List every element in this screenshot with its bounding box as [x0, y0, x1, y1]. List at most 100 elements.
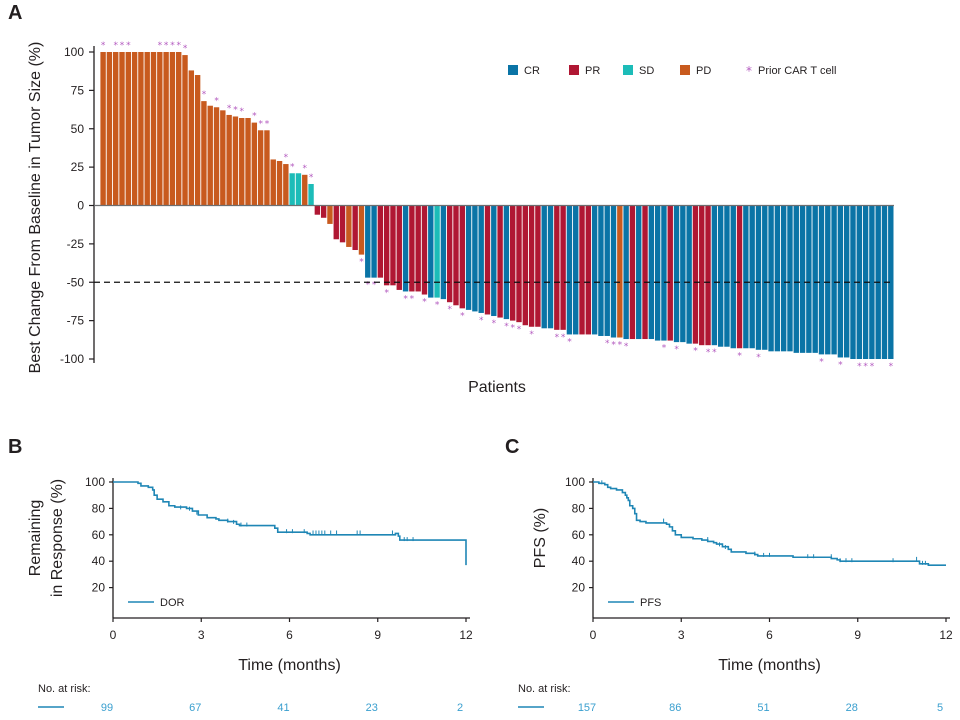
bar-cr	[730, 205, 736, 349]
bar-cr	[831, 205, 837, 355]
bar-pd	[327, 205, 333, 224]
bar-cr	[825, 205, 831, 355]
bar-pd	[131, 52, 138, 206]
prior-car-t-star: *	[561, 333, 566, 343]
prior-car-t-star: *	[290, 162, 295, 172]
bar-cr	[869, 205, 875, 359]
bar-cr	[478, 205, 484, 313]
bar-cr	[541, 205, 547, 329]
y-tick-label: 80	[572, 501, 586, 515]
bar-cr	[365, 205, 371, 278]
prior-car-t-star: *	[403, 294, 408, 304]
prior-car-t-star: *	[164, 41, 169, 51]
risk-count: 41	[277, 702, 289, 714]
bar-pd	[346, 205, 352, 247]
bar-sd	[308, 184, 314, 206]
km-curve-pfs	[593, 481, 946, 566]
legend-swatch-pd	[680, 65, 690, 75]
bar-cr	[604, 205, 610, 336]
prior-car-t-star: *	[126, 41, 131, 51]
prior-car-t-star: *	[611, 341, 616, 351]
panel-label-a: A	[8, 2, 23, 24]
bar-pr	[736, 205, 743, 349]
prior-car-t-star: *	[410, 294, 415, 304]
prior-car-t-star: *	[240, 107, 245, 117]
bar-pd	[232, 116, 239, 206]
x-tick-label: 6	[286, 628, 293, 642]
bar-pr	[352, 205, 358, 251]
x-axis-label: Patients	[468, 379, 526, 396]
bar-pd	[125, 52, 132, 206]
prior-car-t-star: *	[706, 348, 711, 358]
bar-cr	[472, 205, 478, 312]
x-tick-label: 0	[590, 628, 597, 642]
bar-pd	[119, 52, 125, 206]
bar-pd	[150, 52, 157, 206]
bar-pd	[251, 122, 258, 206]
prior-car-t-star: *	[265, 119, 270, 129]
risk-count: 51	[757, 702, 769, 714]
bar-cr	[888, 205, 894, 359]
y-tick-label: 100	[85, 475, 105, 489]
risk-count: 67	[189, 702, 201, 714]
prior-car-t-star: *	[511, 324, 516, 334]
prior-car-t-star: *	[114, 41, 119, 51]
bar-pr	[522, 205, 529, 326]
prior-car-t-star: *	[819, 357, 824, 367]
x-tick-label: 9	[374, 628, 381, 642]
risk-count: 28	[846, 702, 858, 714]
legend-label: PFS	[640, 597, 661, 609]
bar-pd	[617, 205, 623, 338]
bar-pr	[510, 205, 516, 321]
prior-car-t-star: *	[372, 281, 377, 291]
y-tick-label: 20	[92, 581, 106, 595]
bar-cr	[787, 205, 793, 352]
bar-pr	[409, 205, 415, 292]
bar-pr	[554, 205, 560, 330]
waterfall-chart: 100 75 50 25 0 -25 -50 -75 -100 Best Change From …	[27, 41, 894, 396]
bar-cr	[799, 205, 806, 353]
bar-pr	[377, 205, 384, 278]
x-axis-label: Time (months)	[718, 657, 821, 674]
y-tick-label: 80	[92, 501, 106, 515]
bar-cr	[623, 205, 629, 340]
prior-car-t-star: *	[183, 44, 188, 54]
panel-label-b: B	[8, 436, 23, 458]
bar-pd	[245, 118, 251, 206]
y-tick-label: 75	[71, 83, 85, 97]
prior-car-t-star: *	[359, 258, 364, 268]
bar-pd	[157, 52, 163, 206]
bar-sd	[295, 173, 302, 206]
prior-car-t-star: *	[529, 330, 534, 340]
x-tick-label: 3	[198, 628, 205, 642]
x-tick-label: 3	[678, 628, 685, 642]
y-axis-label: PFS (%)	[532, 508, 549, 568]
x-tick-label: 0	[110, 628, 117, 642]
y-tick-label: -75	[67, 314, 85, 328]
prior-car-t-star: *	[693, 347, 698, 357]
bar-pd	[106, 52, 113, 206]
prior-car-t-star: *	[202, 90, 207, 100]
prior-car-t-star: *	[435, 301, 440, 311]
risk-count: 2	[457, 702, 463, 714]
bar-pr	[699, 205, 705, 346]
bar-pr	[497, 205, 503, 318]
bar-pd	[144, 52, 150, 206]
bar-cr	[661, 205, 667, 341]
bar-pd	[358, 205, 365, 255]
bar-cr	[598, 205, 604, 336]
y-tick-label: 40	[572, 554, 586, 568]
dor-km-chart: 100 80 60 40 20 0 3 6 9 12 Time (months) Remaining i…	[27, 475, 473, 714]
bar-pd	[194, 75, 201, 206]
prior-car-t-star: *	[120, 41, 125, 51]
legend-swatch-cr	[508, 65, 518, 75]
y-tick-label: 100	[64, 45, 84, 59]
x-tick-label: 12	[939, 628, 953, 642]
prior-car-t-star: *	[492, 319, 497, 329]
y-tick-label: -50	[67, 275, 85, 289]
bar-sd	[434, 205, 440, 298]
prior-car-t-star: *	[756, 353, 761, 363]
risk-table-title: No. at risk:	[38, 683, 91, 695]
y-tick-label: 60	[572, 528, 586, 542]
